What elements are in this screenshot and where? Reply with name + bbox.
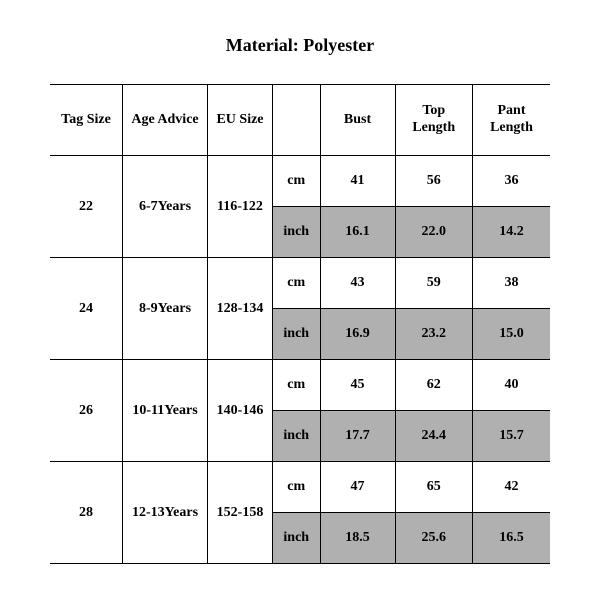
cell-unit-inch: inch (273, 309, 321, 360)
cell-age-advice: 10-11Years (123, 360, 208, 462)
cell-age-advice: 12-13Years (123, 462, 208, 564)
table-header-row: Tag Size Age Advice EU Size Bust TopLeng… (50, 85, 550, 156)
cell-pant-cm: 42 (473, 462, 551, 513)
cell-bust-cm: 43 (320, 258, 395, 309)
col-unit (273, 85, 321, 156)
cell-bust-cm: 47 (320, 462, 395, 513)
cell-unit-cm: cm (273, 156, 321, 207)
table-row: 24 8-9Years 128-134 cm 43 59 38 (50, 258, 550, 309)
cell-pant-cm: 38 (473, 258, 551, 309)
cell-bust-inch: 16.9 (320, 309, 395, 360)
cell-top-cm: 59 (395, 258, 473, 309)
cell-top-inch: 25.6 (395, 513, 473, 564)
cell-unit-cm: cm (273, 462, 321, 513)
cell-top-inch: 22.0 (395, 207, 473, 258)
cell-age-advice: 6-7Years (123, 156, 208, 258)
table-row: 26 10-11Years 140-146 cm 45 62 40 (50, 360, 550, 411)
cell-bust-inch: 17.7 (320, 411, 395, 462)
cell-pant-inch: 15.7 (473, 411, 551, 462)
cell-pant-inch: 14.2 (473, 207, 551, 258)
size-table: Tag Size Age Advice EU Size Bust TopLeng… (50, 84, 550, 564)
cell-unit-inch: inch (273, 207, 321, 258)
cell-top-inch: 23.2 (395, 309, 473, 360)
cell-unit-inch: inch (273, 513, 321, 564)
col-top-length: TopLength (395, 85, 473, 156)
cell-top-cm: 56 (395, 156, 473, 207)
cell-pant-inch: 15.0 (473, 309, 551, 360)
cell-tag-size: 26 (50, 360, 123, 462)
col-eu-size: EU Size (208, 85, 273, 156)
col-tag-size: Tag Size (50, 85, 123, 156)
cell-age-advice: 8-9Years (123, 258, 208, 360)
cell-pant-inch: 16.5 (473, 513, 551, 564)
cell-unit-cm: cm (273, 360, 321, 411)
col-age-advice: Age Advice (123, 85, 208, 156)
cell-bust-inch: 16.1 (320, 207, 395, 258)
col-bust: Bust (320, 85, 395, 156)
page-title: Material: Polyester (50, 35, 550, 56)
cell-eu-size: 152-158 (208, 462, 273, 564)
cell-eu-size: 128-134 (208, 258, 273, 360)
table-row: 22 6-7Years 116-122 cm 41 56 36 (50, 156, 550, 207)
cell-pant-cm: 36 (473, 156, 551, 207)
col-pant-length: PantLength (473, 85, 551, 156)
page: Material: Polyester Tag Size Age Advice … (0, 0, 600, 600)
cell-bust-cm: 41 (320, 156, 395, 207)
cell-tag-size: 22 (50, 156, 123, 258)
cell-pant-cm: 40 (473, 360, 551, 411)
cell-tag-size: 28 (50, 462, 123, 564)
cell-top-cm: 65 (395, 462, 473, 513)
cell-top-cm: 62 (395, 360, 473, 411)
cell-eu-size: 140-146 (208, 360, 273, 462)
cell-unit-inch: inch (273, 411, 321, 462)
cell-bust-inch: 18.5 (320, 513, 395, 564)
cell-tag-size: 24 (50, 258, 123, 360)
table-body: 22 6-7Years 116-122 cm 41 56 36 inch 16.… (50, 156, 550, 564)
table-row: 28 12-13Years 152-158 cm 47 65 42 (50, 462, 550, 513)
cell-unit-cm: cm (273, 258, 321, 309)
cell-eu-size: 116-122 (208, 156, 273, 258)
cell-bust-cm: 45 (320, 360, 395, 411)
cell-top-inch: 24.4 (395, 411, 473, 462)
